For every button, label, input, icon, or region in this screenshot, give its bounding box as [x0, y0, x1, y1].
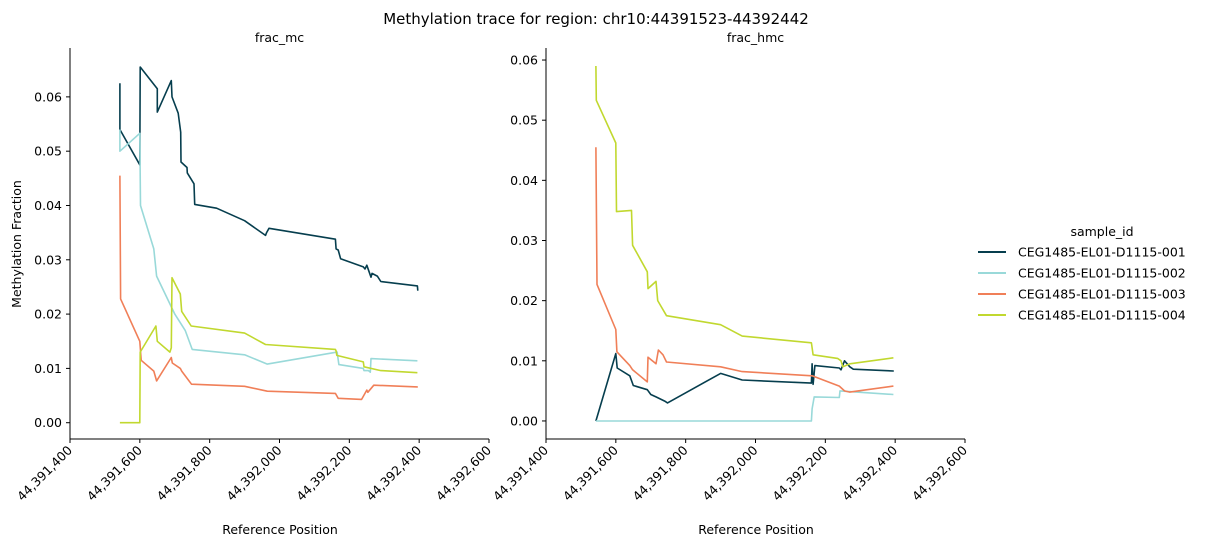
y-tick-label: 0.02	[510, 293, 538, 308]
x-tick-label: 44,392,000	[223, 442, 284, 503]
series-line	[595, 65, 894, 368]
x-tick-label: 44,392,000	[699, 442, 760, 503]
chart-title: Methylation trace for region: chr10:4439…	[383, 10, 809, 28]
y-tick-label: 0.05	[34, 144, 62, 159]
x-tick-label: 44,392,400	[839, 442, 900, 503]
panel-subtitle: frac_mc	[255, 30, 304, 45]
x-tick-label: 44,391,600	[560, 442, 621, 503]
y-tick-label: 0.00	[510, 413, 538, 428]
series-line	[119, 66, 419, 291]
y-tick-label: 0.00	[34, 415, 62, 430]
series-line	[595, 390, 894, 422]
legend-entry: CEG1485-EL01-D1115-001	[978, 245, 1186, 260]
y-tick-label: 0.01	[510, 353, 538, 368]
x-tick-label: 44,391,400	[14, 442, 75, 503]
series-line	[119, 175, 419, 401]
y-tick-label: 0.06	[34, 89, 62, 104]
y-tick-label: 0.03	[510, 233, 538, 248]
y-tick-label: 0.04	[34, 198, 62, 213]
y-tick-label: 0.05	[510, 113, 538, 128]
panel-subtitle: frac_hmc	[727, 30, 784, 45]
legend-entry: CEG1485-EL01-D1115-002	[978, 266, 1186, 281]
legend: sample_id CEG1485-EL01-D1115-001 CEG1485-…	[978, 224, 1186, 323]
legend-entry: CEG1485-EL01-D1115-004	[978, 308, 1186, 323]
y-tick-label: 0.06	[510, 53, 538, 68]
panel-frac-hmc: frac_hmc 0.00 0.01 0.02 0.03 0.04 0.05 0.06 44,3…	[490, 30, 970, 504]
y-tick-label: 0.01	[34, 361, 62, 376]
y-tick-label: 0.02	[34, 307, 62, 322]
legend-label: CEG1485-EL01-D1115-003	[1018, 287, 1186, 302]
y-tick-label: 0.03	[34, 252, 62, 267]
series-line	[119, 129, 418, 374]
series-line	[119, 276, 418, 424]
legend-label: CEG1485-EL01-D1115-004	[1018, 308, 1186, 323]
legend-label: CEG1485-EL01-D1115-002	[1018, 266, 1186, 281]
legend-title: sample_id	[1070, 224, 1133, 239]
x-tick-label: 44,392,200	[769, 442, 830, 503]
panels: frac_mc 0.00 0.01 0.02 0.03 0.04 0.05 0.06 44,39…	[14, 30, 970, 504]
x-tick-label: 44,392,400	[363, 442, 424, 503]
x-tick-label: 44,392,600	[909, 442, 970, 503]
series-line	[595, 147, 894, 393]
x-tick-label: 44,392,600	[433, 442, 494, 503]
legend-entry: CEG1485-EL01-D1115-003	[978, 287, 1186, 302]
x-axis-label-right: Reference Position	[698, 522, 814, 537]
x-axis-label-left: Reference Position	[222, 522, 338, 537]
panel-frac-mc: frac_mc 0.00 0.01 0.02 0.03 0.04 0.05 0.06 44,39…	[14, 30, 494, 504]
x-tick-label: 44,391,400	[490, 442, 551, 503]
y-tick-label: 0.04	[510, 173, 538, 188]
x-tick-label: 44,391,600	[84, 442, 145, 503]
x-tick-label: 44,391,800	[630, 442, 691, 503]
x-tick-label: 44,391,800	[154, 442, 215, 503]
y-axis-label: Methylation Fraction	[9, 180, 24, 308]
series-line	[595, 352, 895, 422]
x-tick-label: 44,392,200	[293, 442, 354, 503]
legend-label: CEG1485-EL01-D1115-001	[1018, 245, 1186, 260]
